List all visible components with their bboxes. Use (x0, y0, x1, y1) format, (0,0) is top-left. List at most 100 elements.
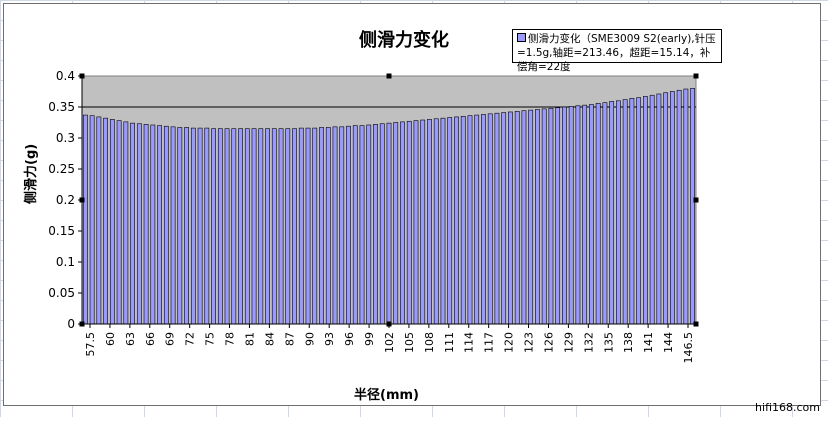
bar (312, 127, 318, 325)
bar (508, 111, 513, 325)
bar (386, 122, 392, 325)
bar (271, 128, 277, 325)
x-tick-label: 96 (343, 332, 356, 346)
bar (285, 128, 291, 325)
bar (636, 97, 642, 325)
x-tick-label: 123 (523, 332, 536, 353)
bar (352, 125, 358, 325)
x-tick-label: 78 (224, 332, 237, 346)
bar (467, 115, 473, 325)
bar (359, 125, 365, 325)
x-tick-label: 129 (562, 332, 575, 353)
bar (494, 112, 500, 325)
bar (366, 124, 372, 325)
bar (319, 127, 324, 325)
x-tick-label: 66 (144, 332, 157, 346)
bar (89, 115, 95, 325)
bar (487, 113, 493, 325)
x-tick-label: 81 (244, 332, 257, 346)
x-tick-label: 69 (164, 332, 177, 346)
bar (548, 107, 554, 325)
bar (217, 128, 223, 325)
selection-handle (79, 321, 85, 327)
bar (82, 114, 88, 325)
x-tick-label: 90 (303, 332, 316, 346)
x-axis-label: 半径(mm) (354, 388, 419, 403)
bar (595, 102, 601, 325)
chart-plot: 0 0.05 0.1 0.15 0.2 0.25 0.3 0.35 0.4 57.5 60 63 66 6… (48, 69, 699, 364)
bar (177, 127, 183, 325)
bar (150, 124, 156, 325)
bar (649, 94, 655, 325)
bar (339, 126, 345, 325)
bar (454, 116, 459, 325)
bar (514, 111, 520, 325)
x-tick-label: 144 (662, 332, 675, 353)
bar (406, 120, 412, 325)
bar (251, 128, 257, 325)
bar (440, 117, 446, 325)
bar (244, 128, 250, 325)
x-tick-label: 138 (622, 332, 635, 353)
bar (642, 96, 648, 325)
x-tick-label: 57.5 (84, 332, 97, 357)
y-tick-label: 0.15 (48, 224, 75, 238)
bar (622, 99, 628, 325)
bar (427, 119, 432, 325)
y-tick-label: 0.05 (48, 286, 75, 300)
bar (103, 117, 108, 325)
bar (400, 121, 405, 325)
bar (305, 127, 311, 325)
legend[interactable]: 侧滑力变化（SME3009 S2(early),针压=1.5g,轴距=213.4… (512, 29, 722, 73)
x-tick-label: 132 (582, 332, 595, 353)
bar (346, 125, 351, 325)
bar (190, 127, 196, 325)
y-tick-label: 0 (67, 317, 75, 331)
bar (211, 128, 216, 325)
bar (433, 118, 439, 325)
bar (535, 109, 540, 325)
x-tick-label: 114 (463, 332, 476, 353)
selection-handle (79, 197, 85, 203)
bar (265, 128, 270, 325)
legend-swatch (517, 33, 526, 42)
y-tick-label: 0.35 (48, 100, 75, 114)
bar (325, 127, 331, 325)
x-tick-label: 111 (443, 332, 456, 353)
bar (656, 93, 662, 325)
bar (413, 120, 419, 325)
legend-label: 侧滑力变化（SME3009 S2(early),针压=1.5g,轴距=213.4… (517, 33, 716, 73)
selection-handle (693, 197, 699, 203)
bar (130, 122, 135, 325)
bar (690, 88, 696, 325)
bar (676, 89, 682, 325)
bar (521, 110, 527, 325)
y-tick-label: 0.4 (56, 69, 75, 83)
x-tick-label: 84 (263, 332, 276, 346)
chart-area[interactable]: 0 0.05 0.1 0.15 0.2 0.25 0.3 0.35 0.4 57.5 60 63 66 6… (3, 3, 821, 406)
bar (447, 117, 453, 325)
x-tick-label: 105 (403, 332, 416, 353)
x-tick-label: 117 (483, 332, 496, 353)
bar (683, 88, 689, 325)
bar (393, 122, 399, 325)
bar (669, 91, 675, 325)
bar (501, 112, 507, 325)
x-tick-label: 63 (124, 332, 137, 346)
watermark-text: hifi168.com (755, 401, 820, 414)
x-tick-label: 102 (383, 332, 396, 353)
bar (562, 106, 567, 325)
x-tick-label: 72 (184, 332, 197, 346)
bar (420, 119, 426, 325)
bar (460, 116, 466, 325)
bar (373, 124, 378, 325)
y-tick-label: 0.25 (48, 162, 75, 176)
x-tick-label: 146.5 (682, 332, 695, 364)
bar (136, 123, 142, 325)
x-tick-label: 120 (503, 332, 516, 353)
bar (143, 124, 149, 325)
bar (568, 106, 574, 325)
selection-handle (693, 73, 699, 79)
bar (609, 101, 615, 325)
bar (629, 98, 635, 325)
